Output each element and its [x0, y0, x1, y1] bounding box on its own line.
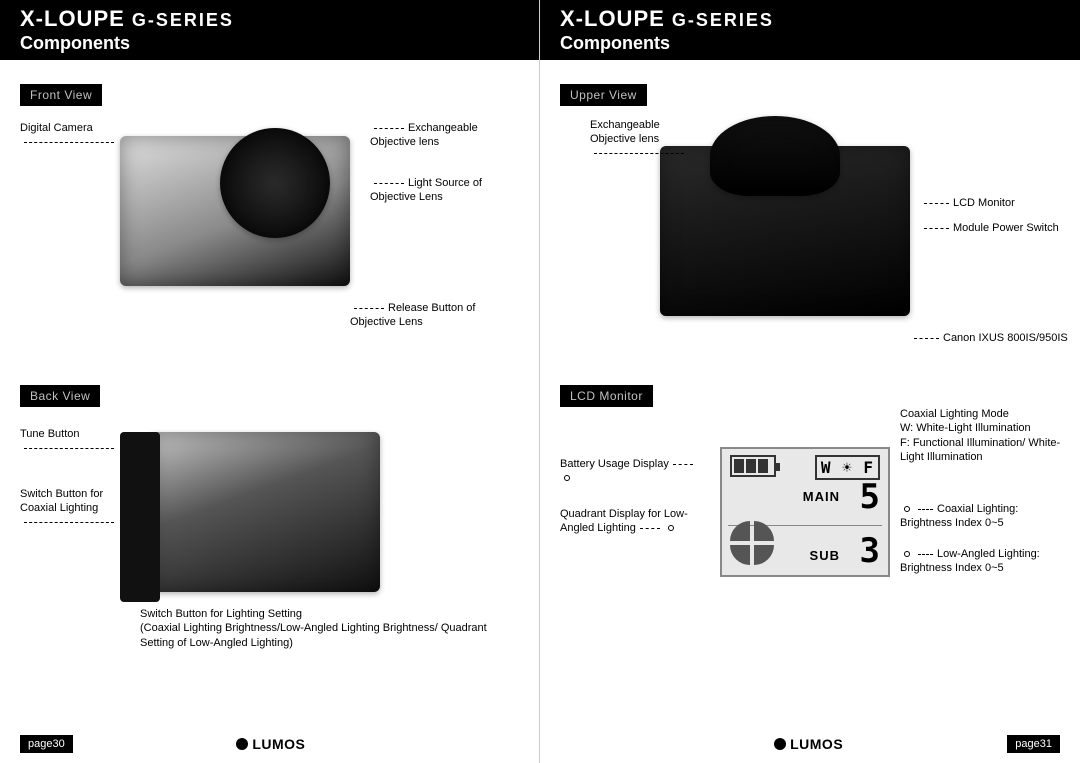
callout-light-source: Light Source of Objective Lens — [370, 176, 510, 205]
callout-switch-coax: Switch Button for Coaxial Lighting — [20, 487, 120, 530]
callout-camera-model: Canon IXUS 800IS/950IS — [910, 331, 1070, 345]
right-page: X-LOUPE G-SERIES Components Upper View E… — [540, 0, 1080, 763]
footer-brand-right: LUMOS — [774, 736, 843, 752]
quadrant-icon — [730, 521, 774, 565]
footer-brand-left: LUMOS — [236, 736, 305, 752]
lens-barrel — [220, 128, 330, 238]
callout-digital-camera: Digital Camera — [20, 121, 120, 150]
callout-coax-mode: Coaxial Lighting Mode W: White-Light Ill… — [900, 407, 1070, 464]
callout-low-brightness: Low-Angled Lighting: Brightness Index 0~… — [900, 547, 1070, 576]
product-logo: X-LOUPE — [20, 6, 125, 31]
upper-view-tag: Upper View — [560, 84, 647, 106]
upper-view-section: Upper View Exchangeable Objective lens L… — [560, 84, 1060, 361]
front-view-section: Front View Digital Camera Exchangeable O… — [20, 84, 519, 361]
lcd-monitor-section: LCD Monitor W ☀ F MAIN 5 SUB 3 Battery U… — [560, 385, 1060, 657]
callout-module-power: Module Power Switch — [920, 221, 1060, 235]
lcd-monitor-tag: LCD Monitor — [560, 385, 653, 407]
callout-quadrant: Quadrant Display for Low-Angled Lighting — [560, 507, 710, 536]
page-number-right: page31 — [1007, 735, 1060, 753]
section-title: Components — [20, 33, 519, 54]
back-view-tag: Back View — [20, 385, 100, 407]
lcd-main-value: 5 — [860, 477, 880, 517]
back-view-section: Back View Tune Button Switch Button for … — [20, 385, 519, 657]
upper-lens-barrel — [710, 116, 840, 196]
callout-tune-button: Tune Button — [20, 427, 120, 456]
left-page: X-LOUPE G-SERIES Components Front View D… — [0, 0, 540, 763]
page-number-left: page30 — [20, 735, 73, 753]
battery-icon — [730, 455, 776, 477]
lcd-display: W ☀ F MAIN 5 SUB 3 — [720, 447, 890, 577]
front-view-tag: Front View — [20, 84, 102, 106]
callout-coax-brightness: Coaxial Lighting: Brightness Index 0~5 — [900, 502, 1070, 531]
left-footer: page30 LUMOS — [20, 735, 519, 753]
product-series: G-SERIES — [672, 10, 774, 30]
callout-battery: Battery Usage Display — [560, 457, 710, 486]
right-footer: LUMOS page31 — [560, 735, 1060, 753]
lcd-sub-value: 3 — [860, 531, 880, 571]
side-module — [120, 432, 160, 602]
product-logo: X-LOUPE — [560, 6, 665, 31]
lcd-main-label: MAIN — [803, 489, 840, 504]
section-title-right: Components — [560, 33, 1060, 54]
callout-exchangeable-lens: Exchangeable Objective lens — [370, 121, 510, 150]
callout-release-button: Release Button of Objective Lens — [350, 301, 510, 330]
page-header: X-LOUPE G-SERIES Components — [0, 0, 539, 60]
callout-upper-exch-lens: Exchangeable Objective lens — [590, 118, 700, 161]
lcd-sub-label: SUB — [810, 548, 840, 563]
callout-switch-lighting: Switch Button for Lighting Setting (Coax… — [140, 607, 520, 650]
product-series: G-SERIES — [132, 10, 234, 30]
back-view-image — [150, 432, 380, 592]
page-header-right: X-LOUPE G-SERIES Components — [540, 0, 1080, 60]
callout-lcd-monitor: LCD Monitor — [920, 196, 1060, 210]
